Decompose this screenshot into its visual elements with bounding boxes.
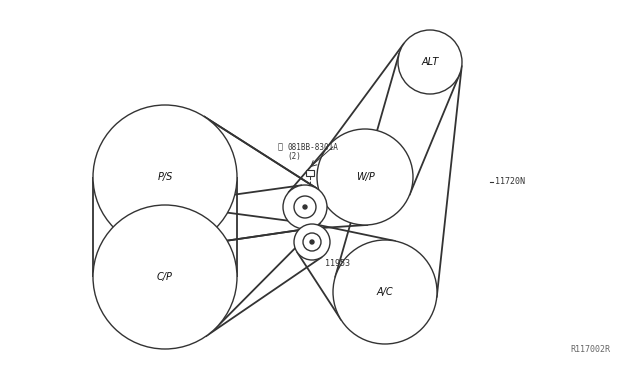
Circle shape [294,196,316,218]
Text: (2): (2) [287,153,301,161]
Circle shape [93,205,237,349]
Text: 11720N: 11720N [495,177,525,186]
Circle shape [93,105,237,249]
Text: A/C: A/C [377,287,394,297]
Text: C/P: C/P [157,272,173,282]
Circle shape [310,240,314,244]
Text: ALT: ALT [421,57,438,67]
Text: W/P: W/P [356,172,374,182]
Circle shape [294,224,330,260]
Circle shape [398,30,462,94]
Text: P/S: P/S [157,172,173,182]
Circle shape [333,240,437,344]
Text: Ⓑ: Ⓑ [278,142,282,151]
Circle shape [283,185,327,229]
Circle shape [303,205,307,209]
Text: 081BB-8301A: 081BB-8301A [287,142,338,151]
Circle shape [303,233,321,251]
Text: R117002R: R117002R [570,345,610,354]
Circle shape [317,129,413,225]
Text: 11953: 11953 [325,260,350,269]
FancyBboxPatch shape [306,170,314,176]
